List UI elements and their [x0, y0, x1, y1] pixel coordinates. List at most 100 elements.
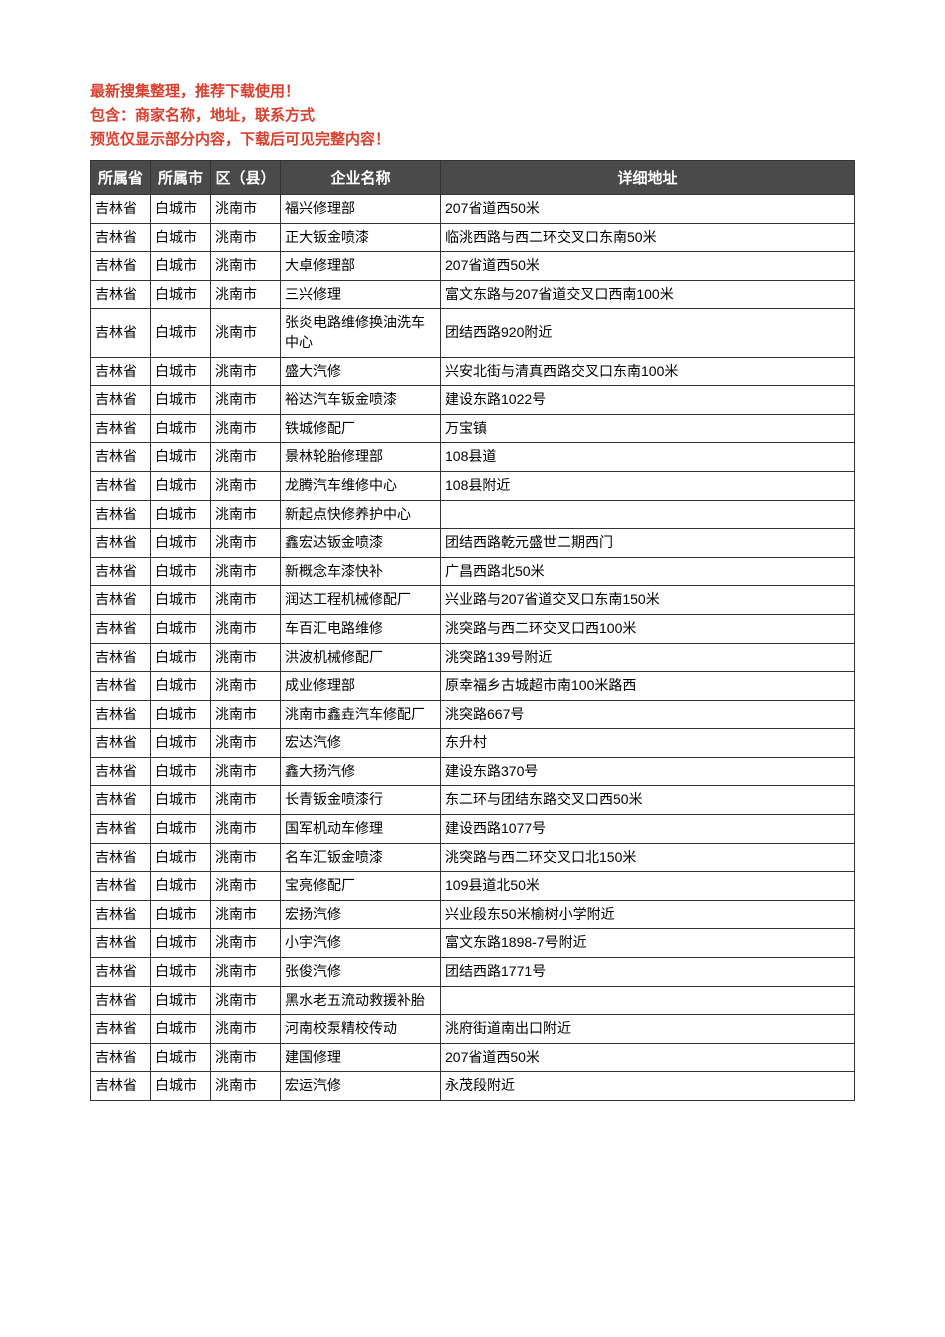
table-row: 吉林省白城市洮南市河南校泵精校传动洮府街道南出口附近 [91, 1015, 855, 1044]
table-cell: 正大钣金喷漆 [281, 223, 441, 252]
notice-line-3: 预览仅显示部分内容，下载后可见完整内容！ [90, 128, 855, 152]
table-row: 吉林省白城市洮南市三兴修理富文东路与207省道交叉口西南100米 [91, 280, 855, 309]
table-cell: 洮南市 [211, 729, 281, 758]
table-cell: 洮南市 [211, 872, 281, 901]
table-row: 吉林省白城市洮南市宏运汽修永茂段附近 [91, 1072, 855, 1101]
table-cell: 洮南市 [211, 643, 281, 672]
table-cell: 白城市 [151, 843, 211, 872]
table-cell: 吉林省 [91, 500, 151, 529]
table-cell: 吉林省 [91, 195, 151, 224]
table-row: 吉林省白城市洮南市宝亮修配厂109县道北50米 [91, 872, 855, 901]
table-cell: 白城市 [151, 929, 211, 958]
table-cell: 白城市 [151, 900, 211, 929]
table-cell: 建设东路1022号 [441, 386, 855, 415]
table-cell: 临洮西路与西二环交叉口东南50米 [441, 223, 855, 252]
table-cell: 福兴修理部 [281, 195, 441, 224]
table-cell: 白城市 [151, 958, 211, 987]
table-cell: 成业修理部 [281, 672, 441, 701]
table-cell: 白城市 [151, 586, 211, 615]
table-cell: 白城市 [151, 614, 211, 643]
table-row: 吉林省白城市洮南市国军机动车修理建设西路1077号 [91, 815, 855, 844]
table-cell: 鑫宏达钣金喷漆 [281, 529, 441, 558]
table-cell: 吉林省 [91, 386, 151, 415]
table-cell: 吉林省 [91, 872, 151, 901]
table-cell: 国军机动车修理 [281, 815, 441, 844]
table-row: 吉林省白城市洮南市正大钣金喷漆临洮西路与西二环交叉口东南50米 [91, 223, 855, 252]
table-cell: 三兴修理 [281, 280, 441, 309]
table-cell: 吉林省 [91, 614, 151, 643]
table-cell: 铁城修配厂 [281, 414, 441, 443]
table-row: 吉林省白城市洮南市盛大汽修兴安北街与清真西路交叉口东南100米 [91, 357, 855, 386]
table-cell: 白城市 [151, 357, 211, 386]
table-cell: 洮南市 [211, 443, 281, 472]
table-cell: 宏扬汽修 [281, 900, 441, 929]
table-row: 吉林省白城市洮南市成业修理部原幸福乡古城超市南100米路西 [91, 672, 855, 701]
table-cell: 洮南市 [211, 252, 281, 281]
table-cell: 洮南市 [211, 586, 281, 615]
table-cell: 车百汇电路维修 [281, 614, 441, 643]
table-row: 吉林省白城市洮南市车百汇电路维修洮突路与西二环交叉口西100米 [91, 614, 855, 643]
table-cell: 108县道 [441, 443, 855, 472]
table-row: 吉林省白城市洮南市张炎电路维修换油洗车中心团结西路920附近 [91, 309, 855, 357]
table-cell: 吉林省 [91, 443, 151, 472]
table-cell: 白城市 [151, 529, 211, 558]
table-cell: 白城市 [151, 786, 211, 815]
table-cell: 白城市 [151, 1043, 211, 1072]
table-cell: 富文东路与207省道交叉口西南100米 [441, 280, 855, 309]
table-cell: 吉林省 [91, 586, 151, 615]
table-cell: 洮南市 [211, 529, 281, 558]
table-cell: 207省道西50米 [441, 195, 855, 224]
table-cell: 109县道北50米 [441, 872, 855, 901]
table-cell: 吉林省 [91, 414, 151, 443]
table-row: 吉林省白城市洮南市润达工程机械修配厂兴业路与207省道交叉口东南150米 [91, 586, 855, 615]
table-cell: 团结西路乾元盛世二期西门 [441, 529, 855, 558]
table-row: 吉林省白城市洮南市铁城修配厂万宝镇 [91, 414, 855, 443]
table-row: 吉林省白城市洮南市景林轮胎修理部108县道 [91, 443, 855, 472]
table-cell: 白城市 [151, 700, 211, 729]
table-cell: 兴安北街与清真西路交叉口东南100米 [441, 357, 855, 386]
table-cell: 河南校泵精校传动 [281, 1015, 441, 1044]
table-cell: 万宝镇 [441, 414, 855, 443]
table-cell: 建设西路1077号 [441, 815, 855, 844]
table-cell: 裕达汽车钣金喷漆 [281, 386, 441, 415]
table-cell: 洮南市 [211, 195, 281, 224]
table-cell: 白城市 [151, 815, 211, 844]
table-cell: 白城市 [151, 252, 211, 281]
table-cell: 吉林省 [91, 843, 151, 872]
data-table: 所属省 所属市 区（县） 企业名称 详细地址 吉林省白城市洮南市福兴修理部207… [90, 160, 855, 1101]
table-cell: 洮突路139号附近 [441, 643, 855, 672]
table-row: 吉林省白城市洮南市小宇汽修富文东路1898-7号附近 [91, 929, 855, 958]
table-cell: 名车汇钣金喷漆 [281, 843, 441, 872]
table-cell: 小宇汽修 [281, 929, 441, 958]
table-cell: 洮南市 [211, 958, 281, 987]
table-cell: 原幸福乡古城超市南100米路西 [441, 672, 855, 701]
table-cell: 洮南市 [211, 786, 281, 815]
table-cell: 白城市 [151, 757, 211, 786]
table-cell: 广昌西路北50米 [441, 557, 855, 586]
table-cell: 洮南市 [211, 1015, 281, 1044]
col-header-city: 所属市 [151, 161, 211, 195]
table-cell: 吉林省 [91, 729, 151, 758]
table-cell: 洮南市 [211, 557, 281, 586]
table-cell: 白城市 [151, 643, 211, 672]
notice-line-2: 包含：商家名称，地址，联系方式 [90, 104, 855, 128]
table-cell: 白城市 [151, 500, 211, 529]
table-cell: 吉林省 [91, 986, 151, 1015]
table-cell: 团结西路920附近 [441, 309, 855, 357]
table-cell: 景林轮胎修理部 [281, 443, 441, 472]
table-cell: 洮南市 [211, 471, 281, 500]
table-row: 吉林省白城市洮南市洮南市鑫垚汽车修配厂洮突路667号 [91, 700, 855, 729]
table-cell: 吉林省 [91, 471, 151, 500]
table-row: 吉林省白城市洮南市黑水老五流动救援补胎 [91, 986, 855, 1015]
table-cell: 洮南市 [211, 500, 281, 529]
table-cell: 吉林省 [91, 757, 151, 786]
table-cell: 白城市 [151, 280, 211, 309]
table-cell: 吉林省 [91, 1072, 151, 1101]
table-cell: 白城市 [151, 386, 211, 415]
table-cell: 洮南市 [211, 815, 281, 844]
table-cell: 洮南市 [211, 309, 281, 357]
table-cell: 白城市 [151, 443, 211, 472]
table-row: 吉林省白城市洮南市洪波机械修配厂洮突路139号附近 [91, 643, 855, 672]
table-cell [441, 986, 855, 1015]
table-cell: 吉林省 [91, 929, 151, 958]
